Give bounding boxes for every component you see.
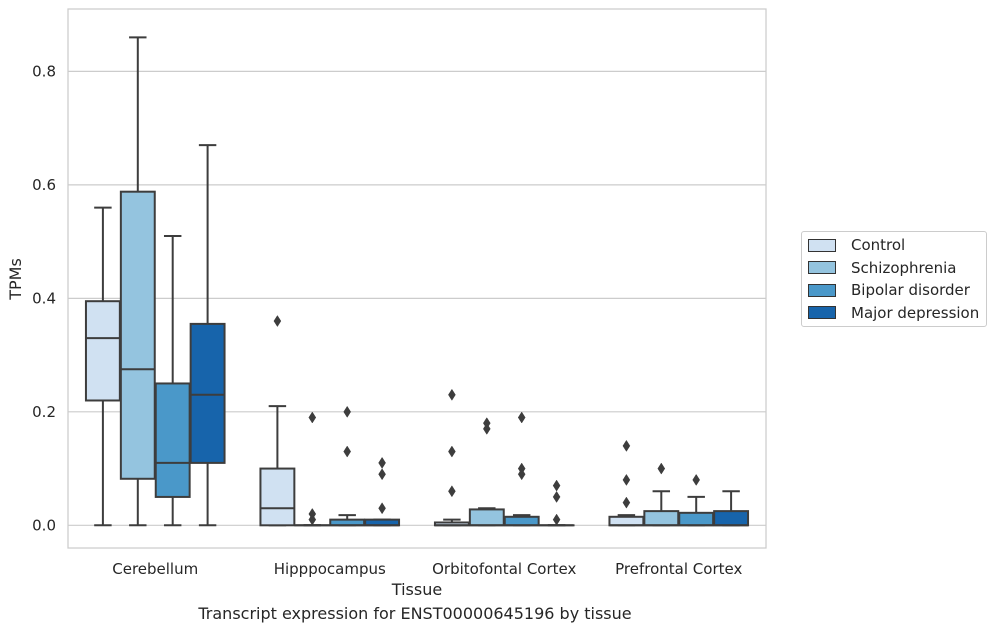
y-tick-labels: 0.0 0.2 0.4 0.6 0.8	[32, 62, 56, 534]
outlier-point	[552, 490, 561, 503]
box-control	[433, 388, 470, 527]
legend-label: Bipolar disorder	[851, 281, 970, 299]
plot-frame	[67, 8, 767, 549]
box-schizophrenia	[119, 36, 156, 527]
outlier-point	[448, 485, 456, 498]
x-tick-labels: Cerebellum Hipppocampus Orbitofontal Corte…	[112, 560, 742, 578]
box-iqr	[84, 300, 121, 402]
x-tick-label: Prefrontal Cortex	[615, 560, 742, 578]
box-bipolar-disorder	[329, 405, 366, 527]
legend-label: Schizophrenia	[851, 258, 957, 277]
box-iqr	[154, 382, 191, 498]
outlier-point	[273, 315, 282, 328]
box-iqr	[678, 511, 715, 527]
box-major-depression	[713, 490, 750, 527]
outlier-point	[343, 445, 351, 458]
outlier-point	[622, 496, 631, 509]
box-major-depression	[189, 144, 226, 527]
y-tick-label: 0.4	[32, 289, 56, 307]
box-schizophrenia	[643, 462, 680, 527]
box-bipolar-disorder	[503, 411, 540, 527]
legend-label: Control	[851, 236, 906, 254]
outlier-point	[517, 468, 526, 481]
outlier-point	[378, 456, 386, 469]
outlier-point	[378, 468, 386, 481]
y-tick-label: 0.8	[32, 62, 56, 80]
box-control	[259, 315, 296, 527]
outlier-point	[622, 473, 631, 486]
y-tick-label: 0.0	[32, 516, 56, 534]
box-groups	[84, 36, 750, 527]
box-bipolar-disorder	[678, 473, 715, 527]
box-iqr	[119, 190, 156, 480]
box-major-depression	[538, 479, 575, 527]
outlier-point	[448, 445, 456, 458]
y-tick-label: 0.6	[32, 176, 56, 194]
outlier-point	[622, 439, 631, 452]
legend-swatch	[808, 238, 836, 252]
box-schizophrenia	[294, 411, 331, 527]
outlier-point	[343, 405, 351, 418]
x-axis-label: Tissue	[391, 580, 442, 599]
outlier-point	[483, 422, 491, 435]
box-schizophrenia	[468, 417, 505, 527]
box-iqr	[643, 510, 680, 527]
outlier-point	[378, 502, 386, 515]
legend-swatch	[808, 306, 836, 319]
box-control	[84, 206, 121, 527]
y-axis-label: TPMs	[6, 258, 25, 301]
legend-item: Schizophrenia	[808, 258, 956, 278]
outlier-point	[308, 513, 317, 526]
outlier-point	[308, 411, 317, 424]
box-control	[608, 439, 645, 527]
legend-item: Major depression	[808, 303, 979, 323]
outlier-point	[552, 479, 561, 492]
legend-swatch	[808, 261, 836, 274]
outlier-point	[552, 513, 561, 526]
box-iqr	[259, 467, 296, 527]
legend-label: Major depression	[851, 303, 980, 322]
x-tick-label: Hipppocampus	[274, 560, 386, 578]
box-iqr	[713, 510, 750, 527]
outlier-point	[517, 411, 526, 424]
outlier-point	[692, 473, 700, 486]
x-tick-label: Cerebellum	[112, 560, 198, 578]
legend-item: Bipolar disorder	[808, 280, 970, 300]
box-iqr	[608, 515, 645, 527]
y-tick-label: 0.2	[32, 403, 56, 421]
box-iqr	[503, 515, 540, 527]
box-major-depression	[364, 456, 401, 527]
box-iqr	[468, 508, 505, 527]
legend-item: Control	[808, 235, 905, 255]
legend-swatch	[808, 283, 836, 297]
outlier-point	[657, 462, 666, 475]
box-iqr	[189, 322, 226, 464]
outlier-point	[448, 388, 456, 401]
box-bipolar-disorder	[154, 234, 191, 527]
figure-caption: Transcript expression for ENST0000064519…	[198, 604, 632, 623]
x-tick-label: Orbitofontal Cortex	[432, 560, 576, 578]
legend: Control Schizophrenia Bipolar disorder Majo…	[801, 231, 987, 327]
